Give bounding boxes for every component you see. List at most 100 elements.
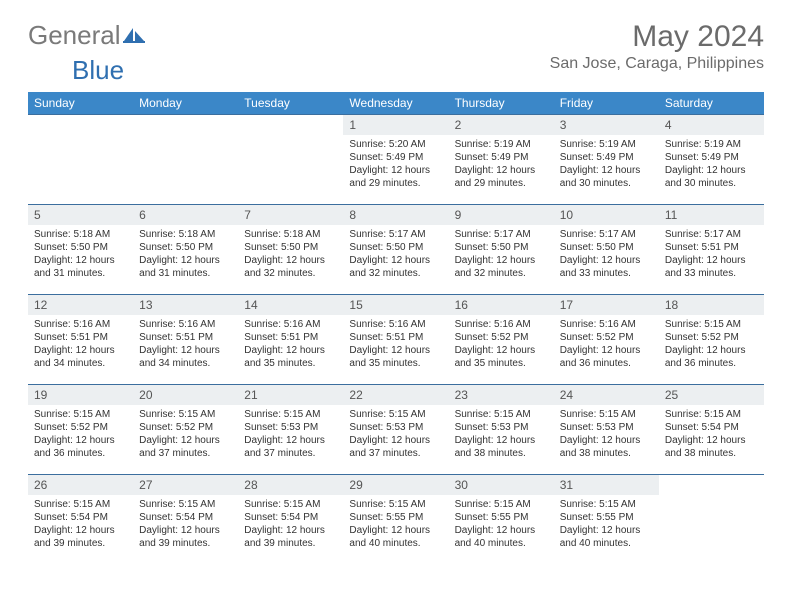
calendar-row: 12Sunrise: 5:16 AMSunset: 5:51 PMDayligh… <box>28 295 764 385</box>
weekday-header: Sunday <box>28 92 133 115</box>
day-details: Sunrise: 5:15 AMSunset: 5:55 PMDaylight:… <box>449 495 554 552</box>
day-number: 1 <box>343 115 448 135</box>
calendar-page: General May 2024 San Jose, Caraga, Phili… <box>0 0 792 569</box>
day-details: Sunrise: 5:17 AMSunset: 5:50 PMDaylight:… <box>554 225 659 282</box>
calendar-cell <box>28 115 133 205</box>
logo-sail-icon <box>123 20 145 51</box>
calendar-cell: 16Sunrise: 5:16 AMSunset: 5:52 PMDayligh… <box>449 295 554 385</box>
weekday-header: Saturday <box>659 92 764 115</box>
calendar-row: 5Sunrise: 5:18 AMSunset: 5:50 PMDaylight… <box>28 205 764 295</box>
calendar-table: Sunday Monday Tuesday Wednesday Thursday… <box>28 92 764 561</box>
calendar-cell: 22Sunrise: 5:15 AMSunset: 5:53 PMDayligh… <box>343 385 448 475</box>
day-details: Sunrise: 5:16 AMSunset: 5:51 PMDaylight:… <box>238 315 343 372</box>
day-details: Sunrise: 5:16 AMSunset: 5:51 PMDaylight:… <box>28 315 133 372</box>
calendar-row: 1Sunrise: 5:20 AMSunset: 5:49 PMDaylight… <box>28 115 764 205</box>
calendar-cell: 26Sunrise: 5:15 AMSunset: 5:54 PMDayligh… <box>28 475 133 561</box>
day-number: 24 <box>554 385 659 405</box>
day-number: 8 <box>343 205 448 225</box>
day-number: 6 <box>133 205 238 225</box>
day-details: Sunrise: 5:19 AMSunset: 5:49 PMDaylight:… <box>659 135 764 192</box>
calendar-cell: 29Sunrise: 5:15 AMSunset: 5:55 PMDayligh… <box>343 475 448 561</box>
day-details: Sunrise: 5:17 AMSunset: 5:51 PMDaylight:… <box>659 225 764 282</box>
day-number: 9 <box>449 205 554 225</box>
calendar-cell: 3Sunrise: 5:19 AMSunset: 5:49 PMDaylight… <box>554 115 659 205</box>
day-number: 18 <box>659 295 764 315</box>
day-details: Sunrise: 5:15 AMSunset: 5:52 PMDaylight:… <box>659 315 764 372</box>
calendar-row: 26Sunrise: 5:15 AMSunset: 5:54 PMDayligh… <box>28 475 764 561</box>
calendar-cell: 28Sunrise: 5:15 AMSunset: 5:54 PMDayligh… <box>238 475 343 561</box>
day-details: Sunrise: 5:15 AMSunset: 5:55 PMDaylight:… <box>554 495 659 552</box>
calendar-cell <box>133 115 238 205</box>
day-number: 21 <box>238 385 343 405</box>
weekday-header: Wednesday <box>343 92 448 115</box>
day-number: 14 <box>238 295 343 315</box>
brand-logo: General <box>28 20 145 51</box>
day-number: 31 <box>554 475 659 495</box>
weekday-header-row: Sunday Monday Tuesday Wednesday Thursday… <box>28 92 764 115</box>
day-number: 20 <box>133 385 238 405</box>
day-number: 3 <box>554 115 659 135</box>
calendar-cell: 10Sunrise: 5:17 AMSunset: 5:50 PMDayligh… <box>554 205 659 295</box>
calendar-cell: 27Sunrise: 5:15 AMSunset: 5:54 PMDayligh… <box>133 475 238 561</box>
day-details: Sunrise: 5:16 AMSunset: 5:51 PMDaylight:… <box>133 315 238 372</box>
weekday-header: Monday <box>133 92 238 115</box>
day-number: 12 <box>28 295 133 315</box>
calendar-cell: 30Sunrise: 5:15 AMSunset: 5:55 PMDayligh… <box>449 475 554 561</box>
day-details: Sunrise: 5:18 AMSunset: 5:50 PMDaylight:… <box>28 225 133 282</box>
calendar-cell: 18Sunrise: 5:15 AMSunset: 5:52 PMDayligh… <box>659 295 764 385</box>
location-text: San Jose, Caraga, Philippines <box>550 55 764 73</box>
day-number: 15 <box>343 295 448 315</box>
day-number: 17 <box>554 295 659 315</box>
day-details: Sunrise: 5:15 AMSunset: 5:52 PMDaylight:… <box>28 405 133 462</box>
day-number: 29 <box>343 475 448 495</box>
calendar-cell: 12Sunrise: 5:16 AMSunset: 5:51 PMDayligh… <box>28 295 133 385</box>
day-details: Sunrise: 5:15 AMSunset: 5:54 PMDaylight:… <box>659 405 764 462</box>
calendar-cell: 23Sunrise: 5:15 AMSunset: 5:53 PMDayligh… <box>449 385 554 475</box>
calendar-cell: 13Sunrise: 5:16 AMSunset: 5:51 PMDayligh… <box>133 295 238 385</box>
day-number: 25 <box>659 385 764 405</box>
day-number: 16 <box>449 295 554 315</box>
month-title: May 2024 <box>550 20 764 54</box>
day-details: Sunrise: 5:16 AMSunset: 5:52 PMDaylight:… <box>449 315 554 372</box>
day-details: Sunrise: 5:15 AMSunset: 5:53 PMDaylight:… <box>554 405 659 462</box>
day-number: 11 <box>659 205 764 225</box>
day-details: Sunrise: 5:16 AMSunset: 5:51 PMDaylight:… <box>343 315 448 372</box>
day-details: Sunrise: 5:17 AMSunset: 5:50 PMDaylight:… <box>449 225 554 282</box>
day-number: 30 <box>449 475 554 495</box>
calendar-cell: 6Sunrise: 5:18 AMSunset: 5:50 PMDaylight… <box>133 205 238 295</box>
day-details: Sunrise: 5:16 AMSunset: 5:52 PMDaylight:… <box>554 315 659 372</box>
day-number: 2 <box>449 115 554 135</box>
calendar-cell: 1Sunrise: 5:20 AMSunset: 5:49 PMDaylight… <box>343 115 448 205</box>
calendar-cell: 4Sunrise: 5:19 AMSunset: 5:49 PMDaylight… <box>659 115 764 205</box>
day-number: 5 <box>28 205 133 225</box>
day-details: Sunrise: 5:18 AMSunset: 5:50 PMDaylight:… <box>238 225 343 282</box>
calendar-cell: 14Sunrise: 5:16 AMSunset: 5:51 PMDayligh… <box>238 295 343 385</box>
day-number: 26 <box>28 475 133 495</box>
day-details: Sunrise: 5:15 AMSunset: 5:53 PMDaylight:… <box>238 405 343 462</box>
calendar-cell: 11Sunrise: 5:17 AMSunset: 5:51 PMDayligh… <box>659 205 764 295</box>
calendar-cell: 8Sunrise: 5:17 AMSunset: 5:50 PMDaylight… <box>343 205 448 295</box>
day-details: Sunrise: 5:15 AMSunset: 5:54 PMDaylight:… <box>238 495 343 552</box>
day-details: Sunrise: 5:15 AMSunset: 5:52 PMDaylight:… <box>133 405 238 462</box>
calendar-cell: 19Sunrise: 5:15 AMSunset: 5:52 PMDayligh… <box>28 385 133 475</box>
day-number: 10 <box>554 205 659 225</box>
calendar-cell: 25Sunrise: 5:15 AMSunset: 5:54 PMDayligh… <box>659 385 764 475</box>
day-number: 7 <box>238 205 343 225</box>
calendar-cell <box>238 115 343 205</box>
calendar-cell: 17Sunrise: 5:16 AMSunset: 5:52 PMDayligh… <box>554 295 659 385</box>
calendar-cell: 15Sunrise: 5:16 AMSunset: 5:51 PMDayligh… <box>343 295 448 385</box>
day-number: 13 <box>133 295 238 315</box>
day-number: 22 <box>343 385 448 405</box>
calendar-body: 1Sunrise: 5:20 AMSunset: 5:49 PMDaylight… <box>28 115 764 561</box>
day-details: Sunrise: 5:15 AMSunset: 5:53 PMDaylight:… <box>343 405 448 462</box>
calendar-cell: 2Sunrise: 5:19 AMSunset: 5:49 PMDaylight… <box>449 115 554 205</box>
day-number: 28 <box>238 475 343 495</box>
calendar-cell: 24Sunrise: 5:15 AMSunset: 5:53 PMDayligh… <box>554 385 659 475</box>
day-details: Sunrise: 5:20 AMSunset: 5:49 PMDaylight:… <box>343 135 448 192</box>
calendar-cell: 9Sunrise: 5:17 AMSunset: 5:50 PMDaylight… <box>449 205 554 295</box>
day-details: Sunrise: 5:15 AMSunset: 5:54 PMDaylight:… <box>28 495 133 552</box>
brand-part2: Blue <box>72 55 124 86</box>
day-number: 27 <box>133 475 238 495</box>
calendar-cell: 20Sunrise: 5:15 AMSunset: 5:52 PMDayligh… <box>133 385 238 475</box>
day-details: Sunrise: 5:15 AMSunset: 5:53 PMDaylight:… <box>449 405 554 462</box>
